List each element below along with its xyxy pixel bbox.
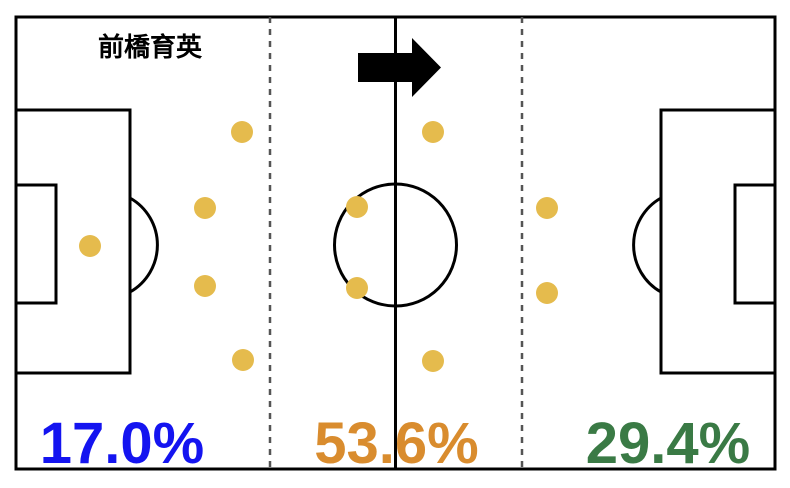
svg-text:17.0%: 17.0% <box>40 411 204 476</box>
svg-text:前橋育英: 前橋育英 <box>98 32 203 62</box>
svg-text:53.6%: 53.6% <box>314 411 478 476</box>
svg-text:29.4%: 29.4% <box>586 411 750 476</box>
